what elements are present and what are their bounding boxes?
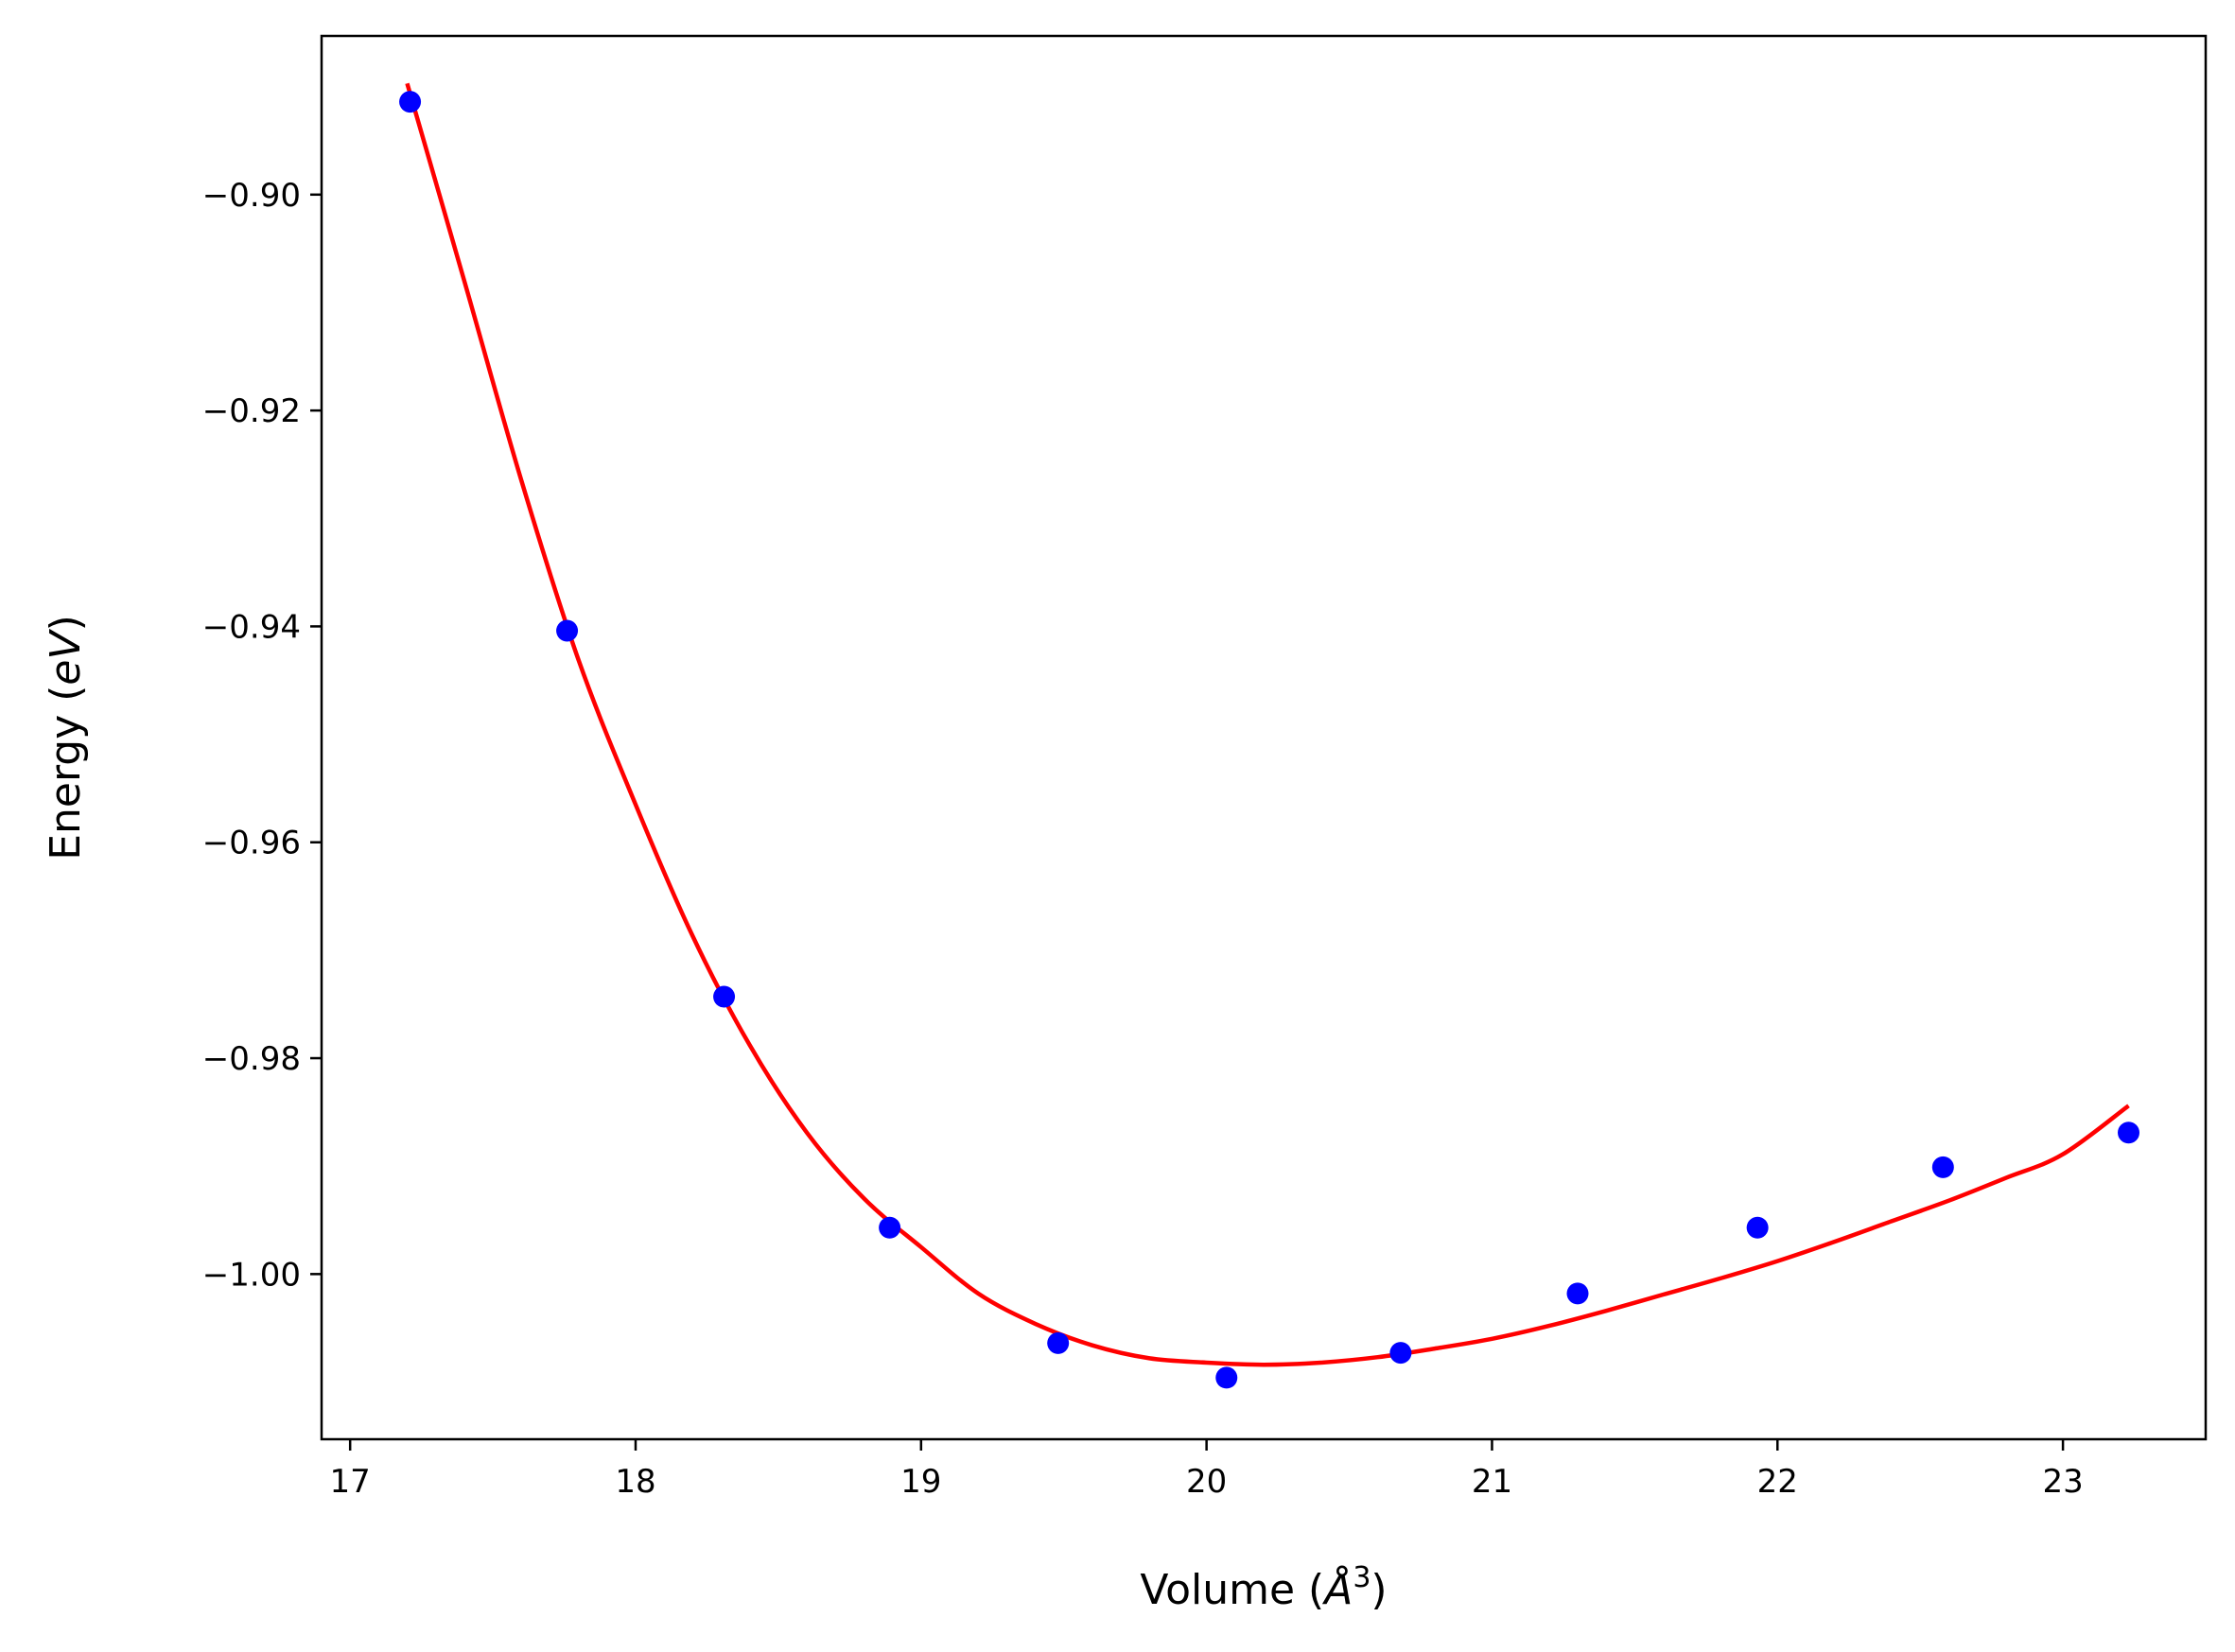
plot-frame: [320, 34, 2208, 1441]
data-point: [879, 1216, 901, 1239]
data-point: [1566, 1282, 1589, 1305]
data-point: [556, 619, 579, 642]
x-axis-label: Volume (Å3): [1140, 1561, 1387, 1614]
data-point: [2118, 1122, 2140, 1144]
y-tick-label: −0.94: [202, 608, 301, 646]
data-point: [1215, 1366, 1238, 1389]
data-point: [1931, 1156, 1954, 1178]
x-tick-label: 19: [900, 1463, 941, 1501]
y-tick-label: −0.98: [202, 1040, 301, 1078]
data-point: [1389, 1342, 1412, 1365]
y-axis-label: Energy (eV): [42, 615, 90, 861]
x-tick-label: 20: [1186, 1463, 1227, 1501]
x-tick-label: 23: [2042, 1463, 2083, 1501]
y-axis: −1.00 −0.98 −0.96 −0.94 −0.92 −0.90: [202, 177, 322, 1294]
plot-area: [399, 82, 2140, 1389]
x-tick-label: 21: [1472, 1463, 1512, 1501]
y-tick-label: −0.90: [202, 177, 301, 215]
x-tick-label: 22: [1757, 1463, 1798, 1501]
fit-curve: [405, 82, 2130, 1367]
x-tick-label: 18: [615, 1463, 655, 1501]
data-point: [1746, 1216, 1769, 1239]
x-axis: 17 18 19 20 21 22 23: [330, 1439, 2084, 1501]
y-tick-label: −1.00: [202, 1256, 301, 1294]
data-point: [399, 91, 422, 113]
data-point: [713, 985, 736, 1008]
y-tick-label: −0.96: [202, 825, 301, 862]
y-tick-label: −0.92: [202, 392, 301, 430]
x-tick-label: 17: [330, 1463, 371, 1501]
data-point: [1047, 1331, 1070, 1354]
